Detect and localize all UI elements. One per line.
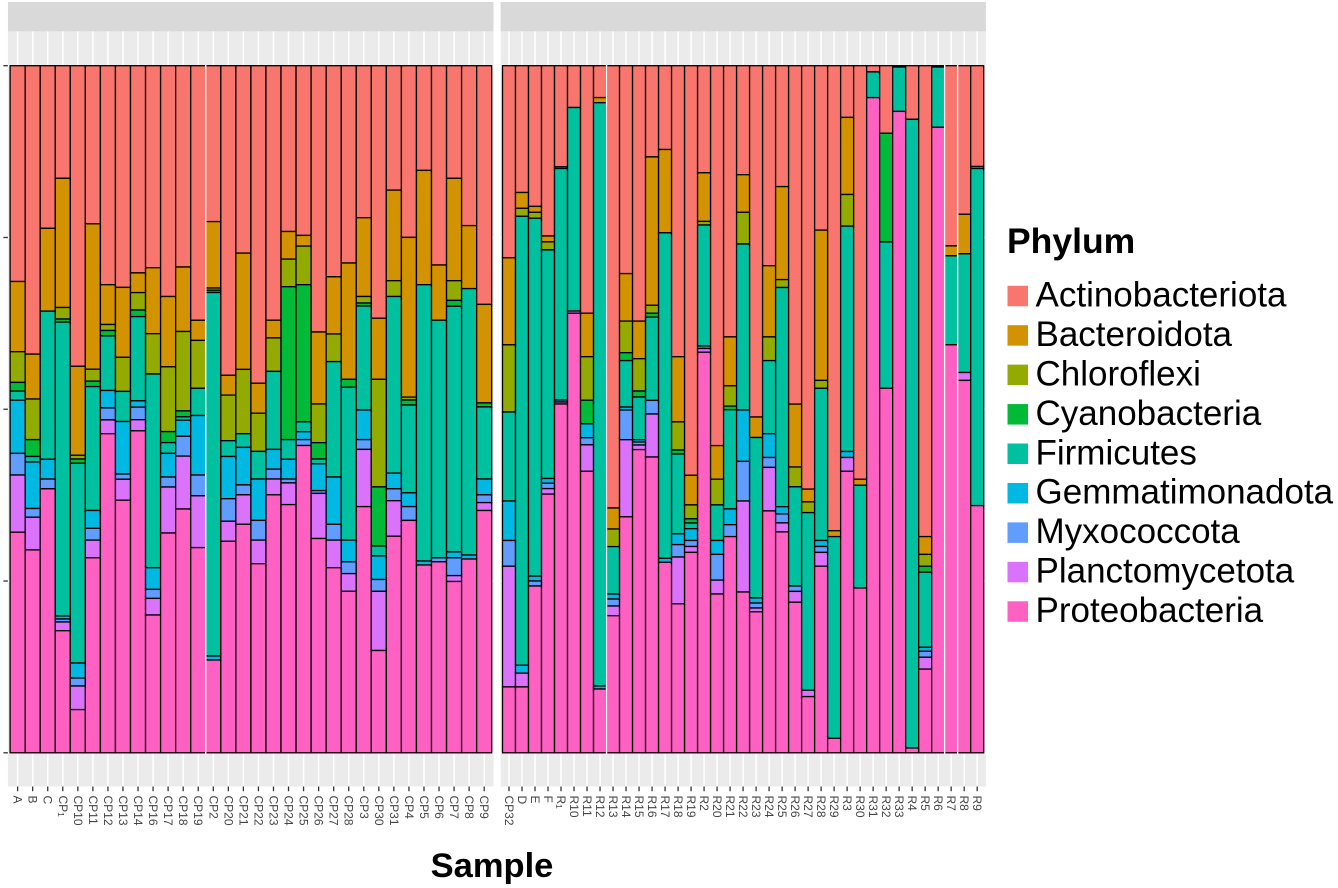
svg-text:CP23: CP23 <box>266 796 280 826</box>
svg-text:Chloroflexi: Chloroflexi <box>1036 354 1201 393</box>
svg-text:R31: R31 <box>866 796 880 818</box>
svg-text:D: D <box>515 796 529 805</box>
svg-text:R12: R12 <box>593 796 607 818</box>
svg-text:CP22: CP22 <box>251 796 265 826</box>
svg-text:CP30: CP30 <box>372 796 386 826</box>
svg-text:CP21: CP21 <box>236 796 250 826</box>
svg-text:CP18: CP18 <box>176 796 190 826</box>
svg-text:R21: R21 <box>723 796 737 818</box>
svg-text:R25: R25 <box>775 796 789 818</box>
svg-text:C: C <box>41 796 55 805</box>
svg-text:R11: R11 <box>580 796 594 817</box>
svg-text:CP16: CP16 <box>146 796 160 826</box>
svg-text:R23: R23 <box>749 796 763 818</box>
svg-text:R5: R5 <box>918 796 932 812</box>
svg-text:F: F <box>541 796 555 803</box>
svg-text:CP26: CP26 <box>312 796 326 826</box>
svg-text:R28: R28 <box>814 796 828 818</box>
svg-text:Proteobacteria: Proteobacteria <box>1036 591 1264 630</box>
svg-text:CP19: CP19 <box>191 796 205 826</box>
svg-text:CP9: CP9 <box>477 796 491 820</box>
svg-text:CP3: CP3 <box>357 796 371 820</box>
svg-text:CP11: CP11 <box>86 796 100 825</box>
svg-text:CP31: CP31 <box>387 796 401 826</box>
svg-text:R1: R1 <box>554 796 568 810</box>
svg-text:R18: R18 <box>671 796 685 818</box>
svg-text:Gemmatimonadota: Gemmatimonadota <box>1036 473 1334 512</box>
svg-text:CP27: CP27 <box>327 796 341 826</box>
svg-text:R22: R22 <box>736 796 750 818</box>
svg-text:R13: R13 <box>606 796 620 818</box>
svg-text:CP1: CP1 <box>56 796 70 818</box>
svg-text:Sample: Sample <box>431 847 554 885</box>
svg-text:A: A <box>11 796 25 804</box>
svg-text:R27: R27 <box>801 796 815 818</box>
svg-text:R14: R14 <box>619 796 633 818</box>
svg-text:CP24: CP24 <box>282 796 296 826</box>
svg-text:CP32: CP32 <box>502 796 516 826</box>
svg-text:R20: R20 <box>710 796 724 818</box>
svg-text:R24: R24 <box>762 796 776 818</box>
svg-text:R6: R6 <box>931 796 945 812</box>
svg-text:CP20: CP20 <box>221 796 235 826</box>
svg-text:CP28: CP28 <box>342 796 356 826</box>
svg-text:R4: R4 <box>905 796 919 812</box>
svg-text:R8: R8 <box>957 796 971 812</box>
svg-text:R26: R26 <box>788 796 802 818</box>
svg-text:CP8: CP8 <box>462 796 476 820</box>
svg-text:CP25: CP25 <box>297 796 311 826</box>
svg-text:Myxococcota: Myxococcota <box>1036 512 1241 551</box>
svg-text:Firmicutes: Firmicutes <box>1036 433 1197 472</box>
svg-text:Phylum: Phylum <box>1007 221 1135 261</box>
svg-text:R19: R19 <box>684 796 698 818</box>
svg-text:R10: R10 <box>567 796 581 818</box>
svg-text:R17: R17 <box>658 796 672 818</box>
svg-text:Actinobacteriota: Actinobacteriota <box>1036 276 1288 315</box>
svg-text:R2: R2 <box>697 796 711 812</box>
svg-text:CP13: CP13 <box>116 796 130 826</box>
svg-text:Cyanobacteria: Cyanobacteria <box>1036 394 1262 433</box>
svg-text:CP5: CP5 <box>417 796 431 820</box>
svg-text:CP7: CP7 <box>447 796 461 820</box>
svg-text:CP2: CP2 <box>206 796 220 820</box>
svg-text:R9: R9 <box>970 796 984 812</box>
svg-text:R16: R16 <box>645 796 659 818</box>
svg-text:CP17: CP17 <box>161 796 175 826</box>
svg-text:R29: R29 <box>827 796 841 818</box>
svg-text:B: B <box>26 796 40 804</box>
svg-text:R30: R30 <box>853 796 867 818</box>
svg-text:E: E <box>528 796 542 804</box>
svg-text:Bacteroidota: Bacteroidota <box>1036 315 1233 354</box>
svg-text:R32: R32 <box>879 796 893 818</box>
svg-text:R33: R33 <box>892 796 906 818</box>
svg-text:CP4: CP4 <box>402 796 416 820</box>
svg-text:CP6: CP6 <box>432 796 446 820</box>
svg-text:CP10: CP10 <box>71 796 85 826</box>
svg-text:R3: R3 <box>840 796 854 812</box>
svg-text:R7: R7 <box>944 796 958 812</box>
svg-text:R15: R15 <box>632 796 646 818</box>
svg-text:CP12: CP12 <box>101 796 115 826</box>
svg-text:CP14: CP14 <box>131 796 145 826</box>
svg-text:Planctomycetota: Planctomycetota <box>1036 552 1295 591</box>
